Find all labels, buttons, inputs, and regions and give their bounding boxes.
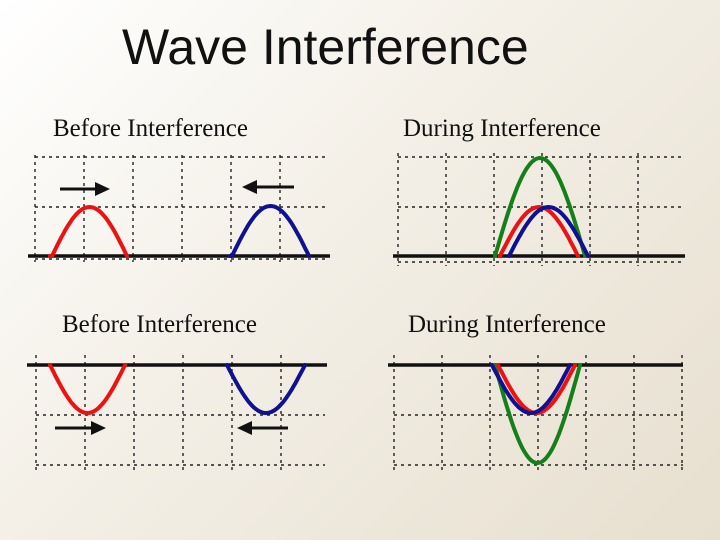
red-pulse-crest — [48, 205, 129, 258]
panel-title-during-trough: During Interference — [408, 311, 606, 338]
blue-pulse-crest-overlap — [507, 205, 590, 258]
green-resultant-crest — [493, 156, 587, 258]
red-pulse-trough — [48, 363, 127, 415]
slide-title: Wave Interference — [122, 19, 529, 75]
red-pulse-crest-overlap — [498, 205, 580, 258]
right-arrow-icon — [60, 182, 110, 196]
panel-title-during-crest: During Interference — [403, 115, 601, 142]
left-arrow-icon — [237, 421, 288, 435]
right-arrow-icon — [55, 421, 106, 435]
blue-pulse-crest — [228, 204, 311, 258]
panel-title-before-crest: Before Interference — [53, 115, 248, 142]
left-arrow-icon — [242, 180, 294, 194]
blue-pulse-trough — [225, 363, 307, 415]
green-resultant-trough — [493, 363, 582, 465]
blue-pulse-trough-overlap — [490, 363, 572, 415]
red-pulse-trough-overlap — [496, 363, 577, 415]
panel-title-before-trough: Before Interference — [62, 311, 257, 338]
